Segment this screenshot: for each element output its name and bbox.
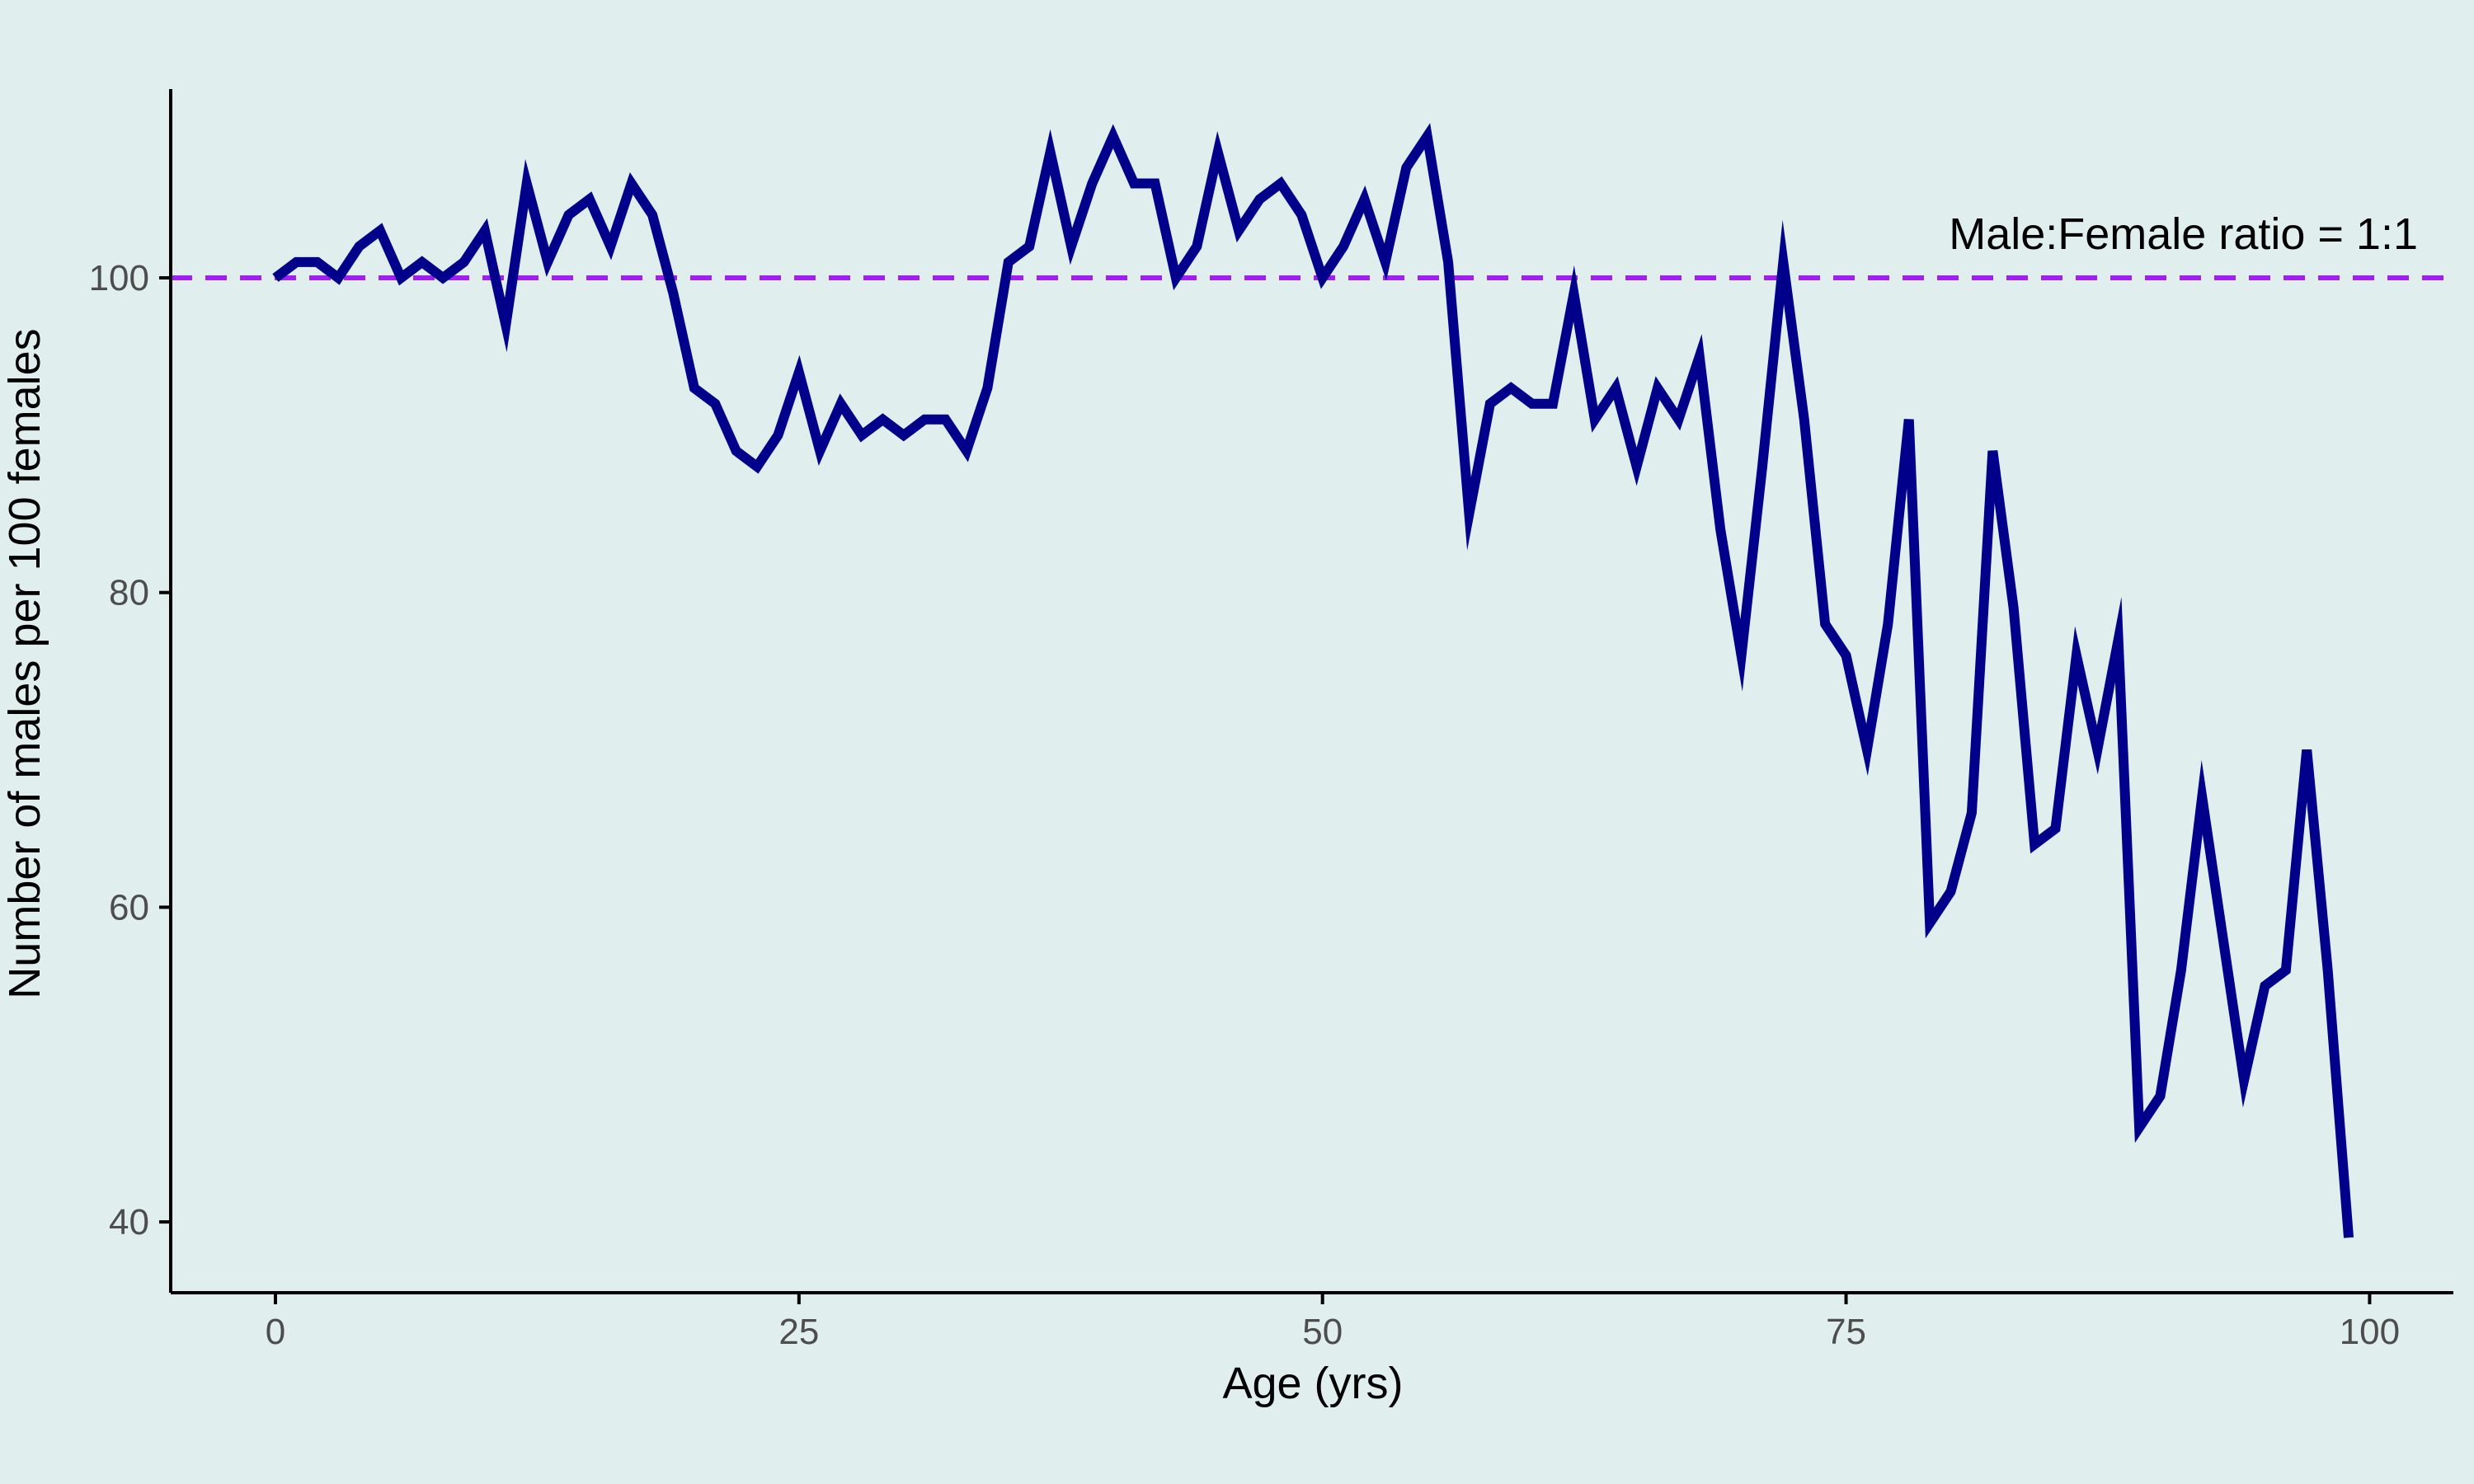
x-tick-label: 75 [1826,1312,1866,1352]
reference-line-label: Male:Female ratio = 1:1 [1949,209,2418,259]
x-tick-label: 0 [266,1312,285,1352]
y-tick-label: 80 [109,573,149,613]
x-tick-label: 100 [2340,1312,2400,1352]
y-axis-title: Number of males per 100 females [0,328,49,998]
y-tick-label: 60 [109,887,149,928]
x-axis-title: Age (yrs) [1222,1359,1403,1408]
data-series-line-0 [272,123,2354,1238]
x-tick-label: 25 [778,1312,819,1352]
y-tick-label: 100 [89,258,149,298]
x-tick-label: 50 [1302,1312,1343,1352]
y-tick-label: 40 [109,1202,149,1242]
